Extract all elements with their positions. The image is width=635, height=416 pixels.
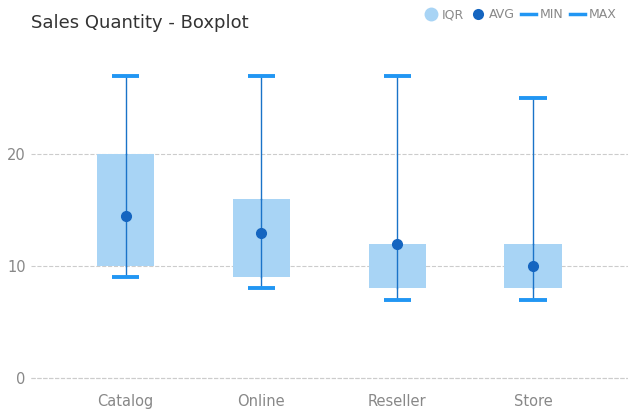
Bar xyxy=(233,199,290,277)
Bar xyxy=(97,154,154,266)
Text: Sales Quantity - Boxplot: Sales Quantity - Boxplot xyxy=(30,15,248,32)
Legend: IQR, AVG, MIN, MAX: IQR, AVG, MIN, MAX xyxy=(418,3,622,27)
Bar xyxy=(504,244,561,288)
Bar xyxy=(369,244,425,288)
